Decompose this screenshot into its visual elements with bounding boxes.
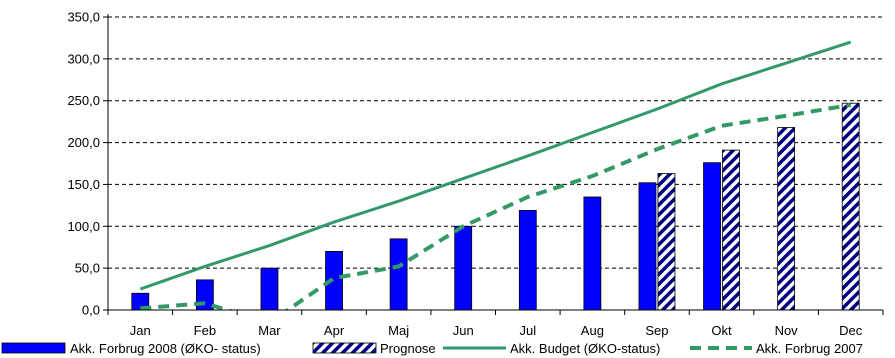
bar-forbrug-2008 xyxy=(703,162,721,311)
x-tick-label: Apr xyxy=(324,323,345,338)
legend-swatch-forbrug-2008 xyxy=(1,342,66,354)
bar-forbrug-2008 xyxy=(454,225,473,311)
line-akk-forbrug-2007 xyxy=(140,102,852,310)
legend-label: Akk. Budget (ØKO-status) xyxy=(510,341,660,356)
legend: Akk. Forbrug 2008 (ØKO- status) Prognose A… xyxy=(1,341,863,356)
y-tick-label: 100,0 xyxy=(67,219,100,234)
x-tick-label: Jan xyxy=(130,323,151,338)
gridlines xyxy=(108,16,883,269)
x-axis: Jan Feb Mar Apr Maj Jun Jul Aug Sep Okt Nov Dec xyxy=(107,309,884,338)
bar-forbrug-2008 xyxy=(389,238,408,311)
y-tick-label: 150,0 xyxy=(67,177,100,192)
y-tick-label: 50,0 xyxy=(75,261,100,276)
bar-forbrug-2008 xyxy=(260,267,279,311)
x-tick-label: Sep xyxy=(645,323,668,338)
x-tick-label: Jun xyxy=(453,323,474,338)
y-tick-label: 350,0 xyxy=(67,10,100,25)
bar-forbrug-2008 xyxy=(518,209,537,311)
y-axis: 0,0 50,0 100,0 150,0 200,0 250,0 300,0 350,0 xyxy=(67,10,109,318)
x-tick-label: Nov xyxy=(775,323,799,338)
bar-prognose xyxy=(722,149,740,311)
x-tick-label: Jul xyxy=(519,323,536,338)
y-tick-label: 0,0 xyxy=(82,303,100,318)
bar-forbrug-2008 xyxy=(583,196,602,311)
x-tick-label: Feb xyxy=(194,323,216,338)
y-tick-label: 250,0 xyxy=(67,93,100,108)
legend-label: Akk. Forbrug 2007 xyxy=(756,341,863,356)
legend-label: Akk. Forbrug 2008 (ØKO- status) xyxy=(70,341,261,356)
line-akk-budget xyxy=(139,40,852,291)
x-tick-label: Aug xyxy=(581,323,604,338)
bar-prognose xyxy=(657,173,676,311)
y-tick-label: 300,0 xyxy=(67,51,100,66)
bar-prognose xyxy=(777,127,796,311)
bar-forbrug-2008 xyxy=(638,182,657,311)
y-tick-label: 200,0 xyxy=(67,135,100,150)
bars xyxy=(131,102,860,311)
x-tick-label: Mar xyxy=(258,323,281,338)
legend-swatch-prognose xyxy=(312,342,377,354)
lines xyxy=(139,40,852,310)
x-tick-label: Okt xyxy=(711,323,732,338)
legend-label: Prognose xyxy=(380,341,436,356)
bar-prognose xyxy=(841,102,860,311)
x-tick-label: Maj xyxy=(388,323,409,338)
x-tick-label: Dec xyxy=(839,323,863,338)
